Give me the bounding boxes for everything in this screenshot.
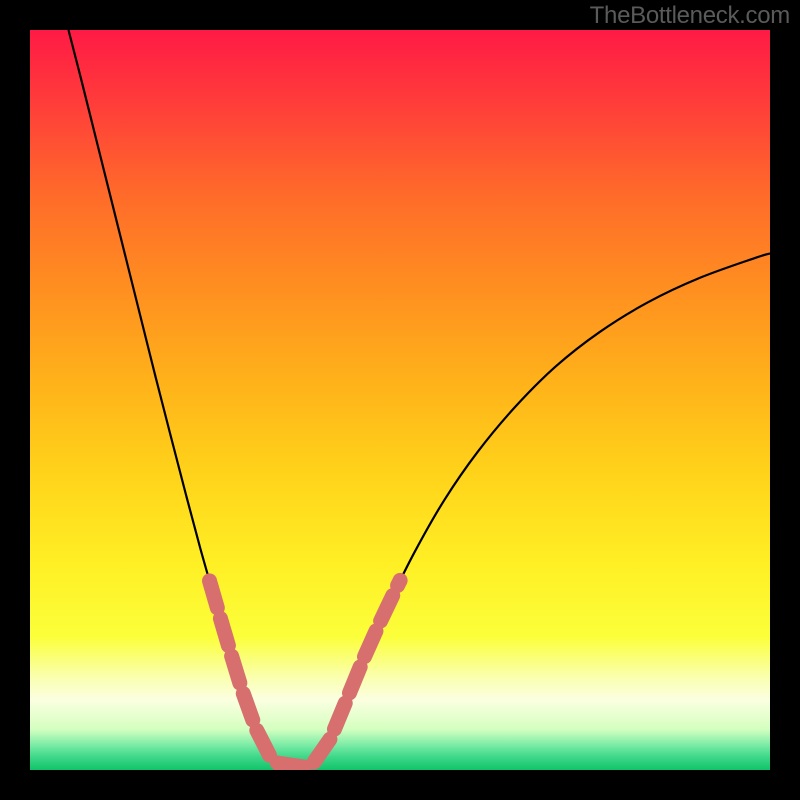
overlay-segment [349,667,360,693]
plot-svg [30,30,770,770]
chart-frame: TheBottleneck.com [0,0,800,800]
bottleneck-curve [68,30,770,769]
watermark-text: TheBottleneck.com [590,2,790,30]
plot-area [30,30,770,770]
overlay-segment [257,730,270,755]
overlay-segment [210,581,218,608]
overlay-segment [220,619,228,646]
overlay-segment [364,631,375,657]
overlay-segment [334,703,345,729]
overlay-segment [381,596,393,621]
overlay-segment [277,763,304,767]
overlay-segment [232,656,240,683]
overlay-segment [398,580,401,585]
overlay-segment [314,739,330,762]
overlay-segment [243,694,252,720]
